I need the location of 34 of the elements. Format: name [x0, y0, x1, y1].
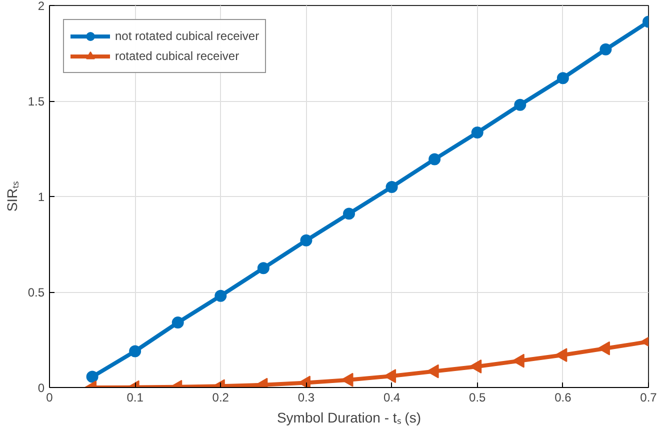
x-tick-label: 0.1: [126, 390, 144, 404]
point: [129, 345, 142, 358]
x-tick-label: 0.3: [298, 390, 315, 404]
point: [257, 262, 270, 274]
y-tick-label: 0.5: [28, 286, 45, 300]
x-tick-label: 0: [46, 390, 54, 404]
point: [172, 316, 184, 329]
x-tick-label: 0.2: [212, 390, 230, 404]
x-axis-title: Symbol Duration - tₛ (s): [276, 410, 422, 426]
point: [86, 370, 98, 383]
point: [386, 180, 398, 193]
point: [469, 359, 482, 374]
point: [300, 234, 312, 246]
legend-label: not rotated cubical receiver: [115, 29, 260, 43]
point: [471, 126, 484, 139]
point: [598, 341, 610, 356]
x-tick-label: 0.4: [383, 390, 400, 404]
x-tick-label: 0.6: [554, 390, 572, 404]
x-tick-label: 0.5: [469, 390, 486, 404]
x-tick-label: 0.7: [640, 390, 658, 404]
point: [428, 153, 441, 166]
point: [426, 364, 439, 378]
point: [384, 369, 396, 384]
y-tick-label: 1.5: [28, 94, 45, 108]
legend-label: rotated cubical receiver: [115, 49, 240, 63]
point: [554, 348, 568, 362]
y-tick-label: 0: [38, 381, 45, 395]
point: [512, 354, 524, 368]
point: [340, 372, 354, 387]
y-tick-label: 1: [38, 190, 45, 204]
y-tick-label: 2: [38, 0, 45, 13]
point: [343, 208, 355, 220]
y-axis-title: SIRₜₛ: [4, 181, 20, 212]
point: [214, 290, 227, 302]
